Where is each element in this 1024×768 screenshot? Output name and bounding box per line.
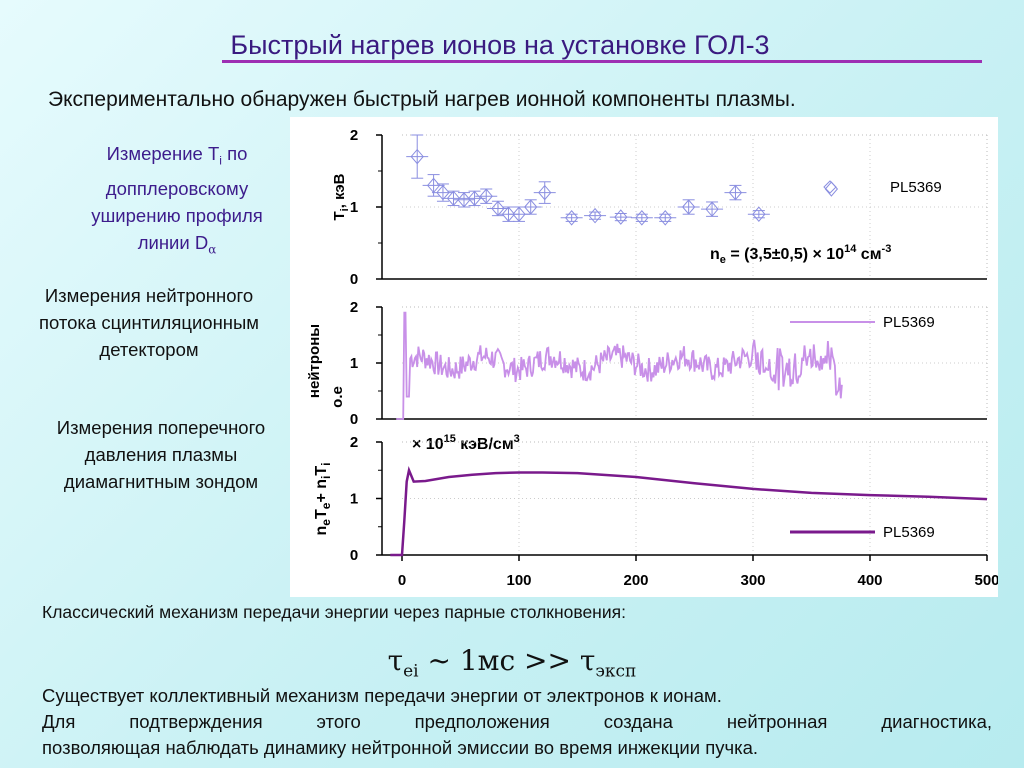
tau-exp-sub: эксп — [595, 661, 637, 682]
ti-point — [538, 184, 552, 201]
side2-line3: детектором — [99, 339, 199, 360]
svg-text:Ti, кэВ: Ti, кэВ — [331, 173, 351, 220]
side1-line1-tail: по — [221, 143, 248, 164]
side1-line3: уширению профиля — [91, 204, 263, 226]
pressure-body: × 10 — [412, 436, 444, 453]
legend-text-neutron-flux: PL5369 — [883, 314, 935, 331]
y-tick-label-diamagnetic-pressure: 2 — [350, 434, 358, 451]
tau-ei: τ — [387, 644, 404, 677]
ylabel-pressure: neTe+ niTi — [313, 463, 333, 536]
x-tick-label: 300 — [740, 572, 765, 589]
ti-point — [728, 184, 743, 201]
pressure-annotation: × 1015 кэВ/см3 — [412, 433, 520, 453]
ti-point — [491, 200, 505, 217]
paragraph-line-2: Для подтверждения этого предположения со… — [42, 711, 992, 732]
plot-area: Ti, кэВ нейтроны о.е neTe+ niTi ne = (3,… — [290, 117, 1000, 597]
side3-line2: давления плазмы — [84, 444, 238, 465]
side2-line2: потока сцинтиляционным — [38, 312, 260, 333]
density-sup: 14 — [844, 243, 857, 255]
ylabel-ti-tail: , кэВ — [331, 173, 348, 208]
legend-text-ti: PL5369 — [890, 179, 942, 196]
y-tick-label-neutron-flux: 2 — [350, 299, 358, 316]
pressure-unit-sup: 3 — [514, 433, 520, 445]
side3-line3: диамагнитным зондом — [63, 471, 259, 492]
side3-line1: Измерения поперечного — [56, 417, 266, 438]
legend-text-diamagnetic-pressure: PL5369 — [883, 524, 935, 541]
stacked-chart: Ti, кэВ нейтроны о.е neTe+ niTi ne = (3,… — [306, 127, 1000, 589]
side2-line1: Измерения нейтронного — [44, 285, 254, 306]
ti-point — [658, 210, 672, 226]
pressure-sup: 15 — [444, 433, 456, 445]
ylabel-neutron-line2: о.е — [329, 386, 346, 408]
side1-line2: допплеровскому — [105, 177, 249, 199]
ylabel-ti-main: T — [331, 211, 348, 220]
density-annotation: ne = (3,5±0,5) × 1014 см-3 — [710, 243, 891, 266]
classical-mechanism-text: Классический механизм передачи энергии ч… — [42, 602, 626, 622]
paragraph-line-1: Существует коллективный механизм передач… — [42, 685, 722, 706]
ti-point — [824, 181, 839, 197]
ylabel-neutron: нейтроны о.е — [306, 324, 346, 408]
y-tick-label-neutron-flux: 0 — [350, 411, 358, 428]
x-tick-label: 200 — [623, 572, 648, 589]
slide-title: Быстрый нагрев ионов на установке ГОЛ-3 — [230, 30, 770, 60]
density-prefix-sub: e — [720, 254, 726, 266]
ti-point — [426, 177, 441, 194]
side-label-ion-temperature: Измерение Ti по допплеровскому уширению … — [62, 140, 292, 263]
side1-line1: Измерение T — [106, 143, 220, 164]
paragraph-line-3: позволяющая наблюдать динамику нейтронно… — [42, 737, 759, 758]
formula-middle: ~ 1мс >> — [418, 644, 580, 677]
ti-point — [635, 210, 649, 226]
x-tick-label: 100 — [506, 572, 531, 589]
legend-marker-ti — [823, 180, 837, 194]
neutron-flux-line — [396, 311, 843, 420]
side1-line1-sub: i — [219, 153, 222, 168]
slide-subtitle: Экспериментально обнаружен быстрый нагре… — [48, 88, 796, 111]
ti-point — [705, 201, 719, 217]
density-body: = (3,5±0,5) × 10 — [726, 246, 844, 263]
pressure-line — [390, 466, 988, 557]
ti-point — [614, 209, 628, 225]
ti-point — [410, 148, 424, 165]
y-tick-label-ion-temperature: 1 — [350, 199, 358, 216]
y-tick-label-diamagnetic-pressure: 0 — [350, 547, 358, 564]
ti-point — [524, 199, 538, 215]
ti-point — [436, 184, 450, 201]
x-tick-label: 500 — [974, 572, 998, 589]
tau-ei-sub: ei — [403, 661, 419, 682]
ti-point — [564, 210, 579, 226]
x-tick-label: 0 — [398, 572, 406, 589]
ylabel-ion-temperature: Ti, кэВ — [331, 173, 351, 220]
title-underline — [222, 60, 982, 63]
y-tick-label-ion-temperature: 0 — [350, 271, 358, 288]
side-label-pressure: Измерения поперечного давления плазмы ди… — [22, 414, 300, 495]
ti-point — [467, 190, 482, 207]
density-unit: см — [856, 246, 881, 263]
density-unit-sup: -3 — [882, 243, 892, 255]
ti-point — [479, 188, 493, 204]
tau-exp: τ — [579, 644, 596, 677]
pressure-unit: кэВ/см — [456, 436, 514, 453]
side1-line4-sub: α — [208, 242, 217, 257]
y-tick-label-diamagnetic-pressure: 1 — [350, 491, 358, 508]
density-prefix: n — [710, 246, 720, 263]
ti-point — [588, 207, 602, 224]
x-tick-label: 400 — [857, 572, 882, 589]
ti-point — [681, 199, 696, 215]
side-label-neutron: Измерения нейтронного потока сцинтиляцио… — [0, 282, 298, 363]
ylabel-neutron-line1: нейтроны — [306, 324, 323, 398]
ylabel-p-n1: n — [313, 526, 330, 536]
side1-line4: линии D — [137, 231, 209, 253]
svg-text:neTe+ niTi: neTe+ niTi — [313, 463, 333, 536]
tau-formula: τei ~ 1мс >> τэксп — [0, 644, 1024, 682]
ti-point — [752, 206, 766, 222]
y-tick-label-neutron-flux: 1 — [350, 355, 358, 372]
ylabel-ti-sub: i — [339, 208, 351, 211]
y-tick-label-ion-temperature: 2 — [350, 127, 358, 144]
